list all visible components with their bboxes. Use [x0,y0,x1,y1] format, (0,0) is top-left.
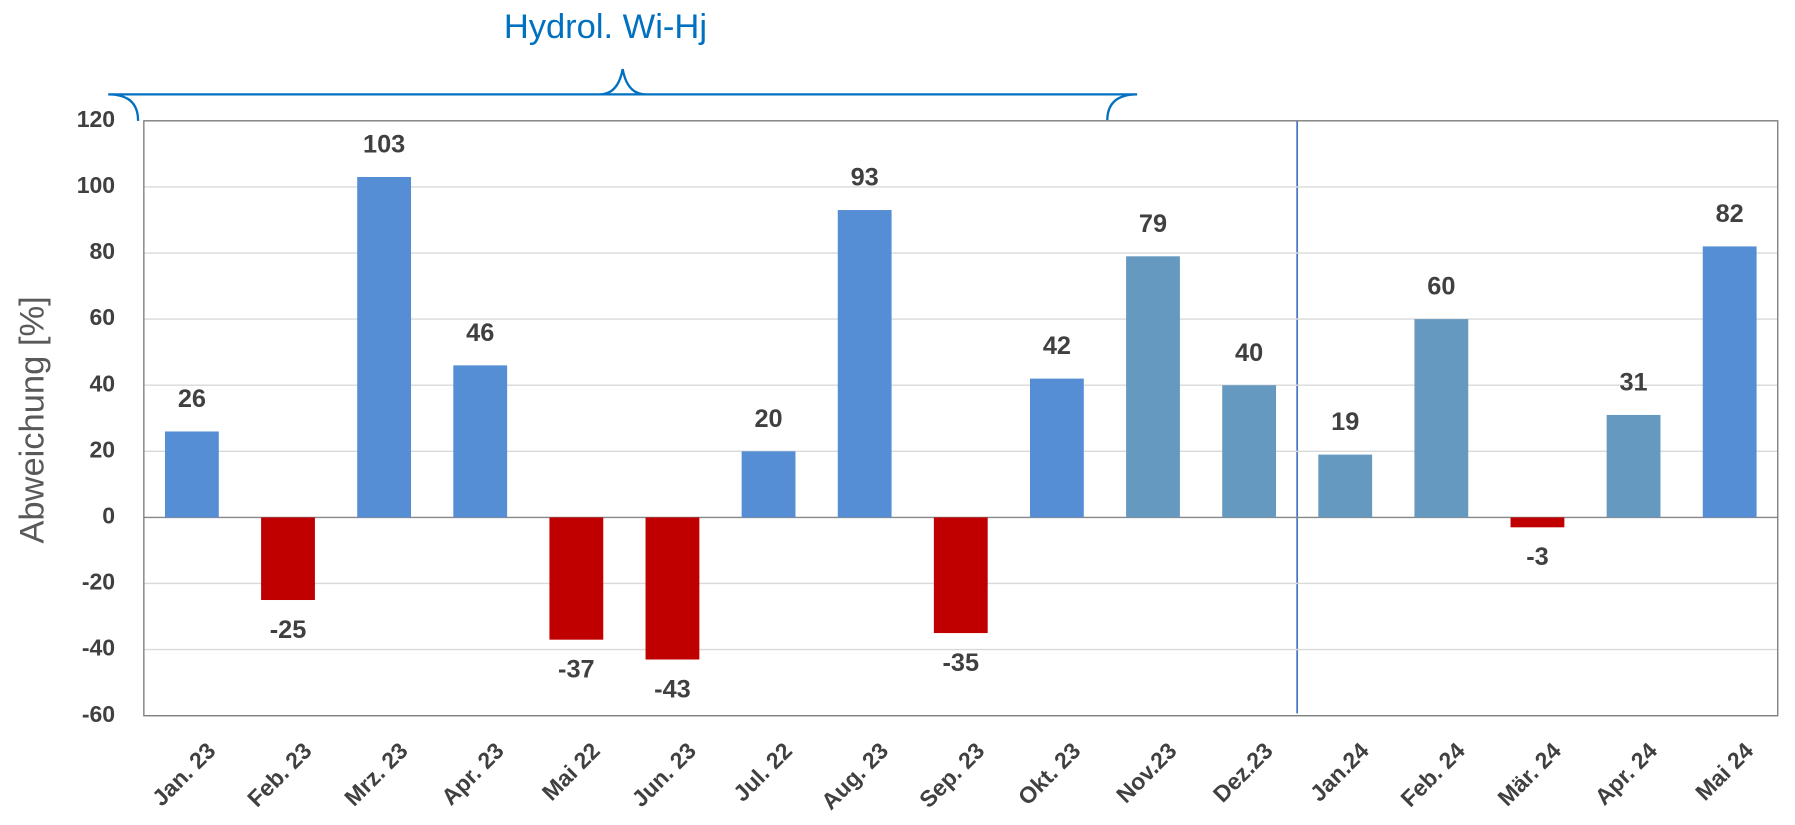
x-tick-label: Mai 24 [1690,737,1758,805]
x-tick-label: Jun. 23 [627,737,701,811]
y-tick-label: 100 [77,172,115,198]
bar [1318,454,1373,518]
bar [453,365,508,518]
bar [1222,385,1277,518]
y-tick-label: -20 [82,569,115,595]
value-label: -37 [558,655,595,683]
y-tick-label: 40 [89,370,115,396]
value-label: 20 [754,405,782,433]
annotation: Hydrol. Wi-Hj [504,8,707,46]
value-label: 40 [1235,339,1263,367]
x-tick-label: Feb. 24 [1395,737,1470,812]
bar [1029,378,1084,518]
bar [645,517,700,660]
value-label: -35 [943,649,980,677]
value-label: 103 [363,131,405,159]
value-label: 79 [1139,210,1167,238]
y-axis-label: Abweichung [%] [14,296,52,543]
bar [1414,319,1469,518]
x-tick-label: Apr. 23 [436,737,509,810]
value-label: 26 [178,385,206,413]
bar [837,210,892,518]
y-tick-label: 120 [77,106,115,132]
bar [1510,517,1565,528]
x-tick-label: Aug. 23 [816,737,893,814]
value-label: -3 [1526,543,1549,571]
y-tick-label: -40 [82,635,115,661]
value-label: 93 [851,164,879,192]
y-tick-label: 0 [102,502,115,528]
x-tick-label: Mai 22 [537,737,605,805]
x-tick-label: Mrz. 23 [339,737,413,811]
bar [164,431,219,518]
brace [108,68,1138,121]
bar [933,517,988,634]
x-tick-label: Okt. 23 [1013,737,1086,810]
value-label: -25 [270,616,307,644]
bar [357,176,412,518]
x-tick-label: Mär. 24 [1492,737,1566,811]
y-tick-label: 80 [89,238,115,264]
x-tick-label: Sep. 23 [914,737,989,812]
value-label: 42 [1043,332,1071,360]
value-label: 19 [1331,408,1359,436]
x-tick-label: Apr. 24 [1589,737,1662,810]
value-label: -43 [654,675,691,703]
bar [1126,256,1180,518]
value-label: 31 [1619,369,1647,397]
bar [549,517,604,640]
y-tick-label: -60 [82,701,115,727]
value-label: 82 [1716,200,1744,228]
value-label: 60 [1427,273,1455,301]
bar [1606,414,1661,518]
plot-border [143,120,1779,717]
x-tick-label: Dez.23 [1208,737,1278,807]
x-tick-label: Nov.23 [1111,737,1182,808]
x-tick-label: Feb. 23 [242,737,316,811]
bar [261,517,315,601]
x-tick-label: Jul. 22 [728,737,797,806]
x-tick-label: Jan. 23 [147,737,221,811]
value-label: 46 [466,319,494,347]
bar [1702,246,1757,518]
x-tick-label: Jan.24 [1305,737,1374,806]
y-tick-label: 60 [89,304,115,330]
y-tick-label: 20 [89,436,115,462]
bar [741,451,796,518]
